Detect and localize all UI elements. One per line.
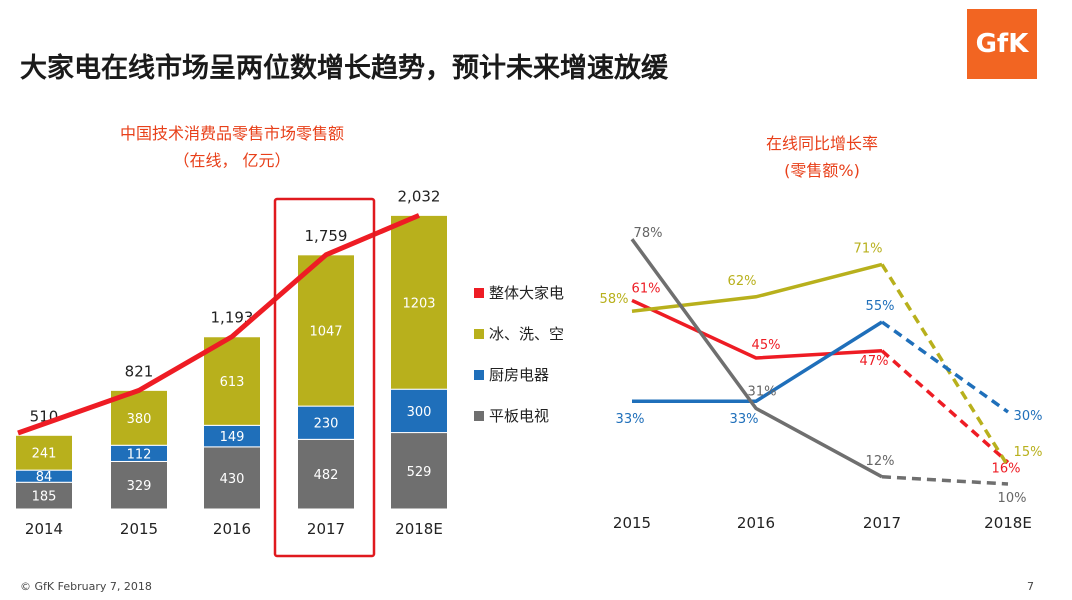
bar-value-label: 482 — [314, 468, 339, 483]
bar-segment — [390, 432, 448, 510]
footer-copyright: © GfK February 7, 2018 — [20, 580, 152, 593]
data-point-label: 12% — [866, 454, 895, 469]
bar-value-label: 1203 — [402, 296, 435, 311]
bar-segment — [297, 405, 355, 440]
bar-segment — [110, 460, 168, 510]
x-tick-label: 2014 — [25, 520, 63, 538]
bar-segment — [390, 214, 448, 390]
page-number: 7 — [1027, 580, 1034, 593]
data-point-label: 33% — [730, 412, 759, 427]
x-tick-label: 2018E — [395, 520, 443, 538]
data-point-label: 71% — [854, 241, 883, 256]
data-point-label: 45% — [752, 338, 781, 353]
series-line-forecast — [880, 320, 1010, 414]
bar-value-label: 329 — [127, 479, 152, 494]
bar-value-label: 529 — [407, 465, 432, 480]
x-tick-label: 2016 — [213, 520, 251, 538]
gfk-logo: GfK — [967, 9, 1037, 79]
bar-total-label: 1,759 — [305, 227, 348, 245]
bar-segment — [15, 481, 73, 510]
bar-chart-subtitle: （在线， 亿元） — [173, 151, 291, 170]
data-point-label: 33% — [616, 412, 645, 427]
legend-swatch — [474, 288, 484, 298]
legend-swatch — [474, 370, 484, 380]
bar-value-label: 230 — [314, 417, 339, 432]
series-line-forecast — [881, 475, 1009, 486]
data-point-label: 15% — [1014, 445, 1043, 460]
bar-segment — [203, 446, 261, 510]
bar-value-label: 430 — [220, 472, 245, 487]
legend-label: 平板电视 — [489, 407, 549, 425]
bar-value-label: 380 — [127, 412, 152, 427]
series-line-solid — [631, 298, 883, 360]
x-tick-label: 2015 — [120, 520, 158, 538]
bar-segment — [15, 434, 73, 471]
bar-value-label: 84 — [36, 470, 53, 485]
bar-segment — [297, 254, 355, 407]
bar-segment — [203, 336, 261, 426]
data-point-label: 61% — [632, 281, 661, 296]
bar-value-label: 185 — [32, 490, 57, 505]
page-title: 大家电在线市场呈两位数增长趋势，预计未来增速放缓 — [20, 53, 668, 84]
bar-value-label: 613 — [220, 375, 245, 390]
legend-label: 冰、洗、空 — [489, 325, 564, 343]
x-tick-label: 2015 — [613, 514, 651, 532]
x-tick-label: 2017 — [307, 520, 345, 538]
data-point-label: 30% — [1014, 409, 1043, 424]
series-line-solid — [631, 262, 883, 313]
highlight-2017-box — [273, 197, 376, 558]
bar-total-label: 2,032 — [398, 187, 441, 205]
bar-segment — [297, 438, 355, 510]
data-point-label: 58% — [600, 292, 629, 307]
data-point-label: 10% — [998, 491, 1027, 506]
bar-total-label: 821 — [125, 362, 154, 380]
series-line-solid — [630, 238, 883, 479]
data-point-label: 47% — [860, 354, 889, 369]
bar-value-label: 300 — [407, 405, 432, 420]
bar-chart-title: 中国技术消费品零售市场零售额 — [120, 124, 345, 143]
bar-value-label: 149 — [220, 430, 245, 445]
bar-total-label: 1,193 — [211, 309, 254, 327]
x-tick-label: 2017 — [863, 514, 901, 532]
bar-value-label: 1047 — [309, 324, 342, 339]
overall-trend-line — [17, 213, 420, 436]
data-point-label: 31% — [748, 384, 777, 399]
series-line-forecast — [880, 349, 1010, 464]
data-point-label: 62% — [728, 274, 757, 289]
data-point-label: 78% — [634, 226, 663, 241]
line-chart-subtitle: (零售额%) — [784, 161, 860, 180]
line-chart-title: 在线同比增长率 — [766, 134, 879, 153]
legend-swatch — [474, 411, 484, 421]
x-tick-label: 2018E — [984, 514, 1032, 532]
series-line-forecast — [880, 263, 1010, 467]
legend-label: 厨房电器 — [489, 366, 549, 384]
bar-segment — [390, 388, 448, 434]
series-line-solid — [632, 320, 883, 403]
legend-swatch — [474, 329, 484, 339]
data-point-label: 16% — [992, 461, 1021, 476]
x-tick-label: 2016 — [737, 514, 775, 532]
legend-label: 整体大家电 — [489, 284, 564, 302]
bar-value-label: 112 — [127, 447, 152, 462]
data-point-label: 55% — [866, 299, 895, 314]
bar-value-label: 241 — [32, 447, 57, 462]
